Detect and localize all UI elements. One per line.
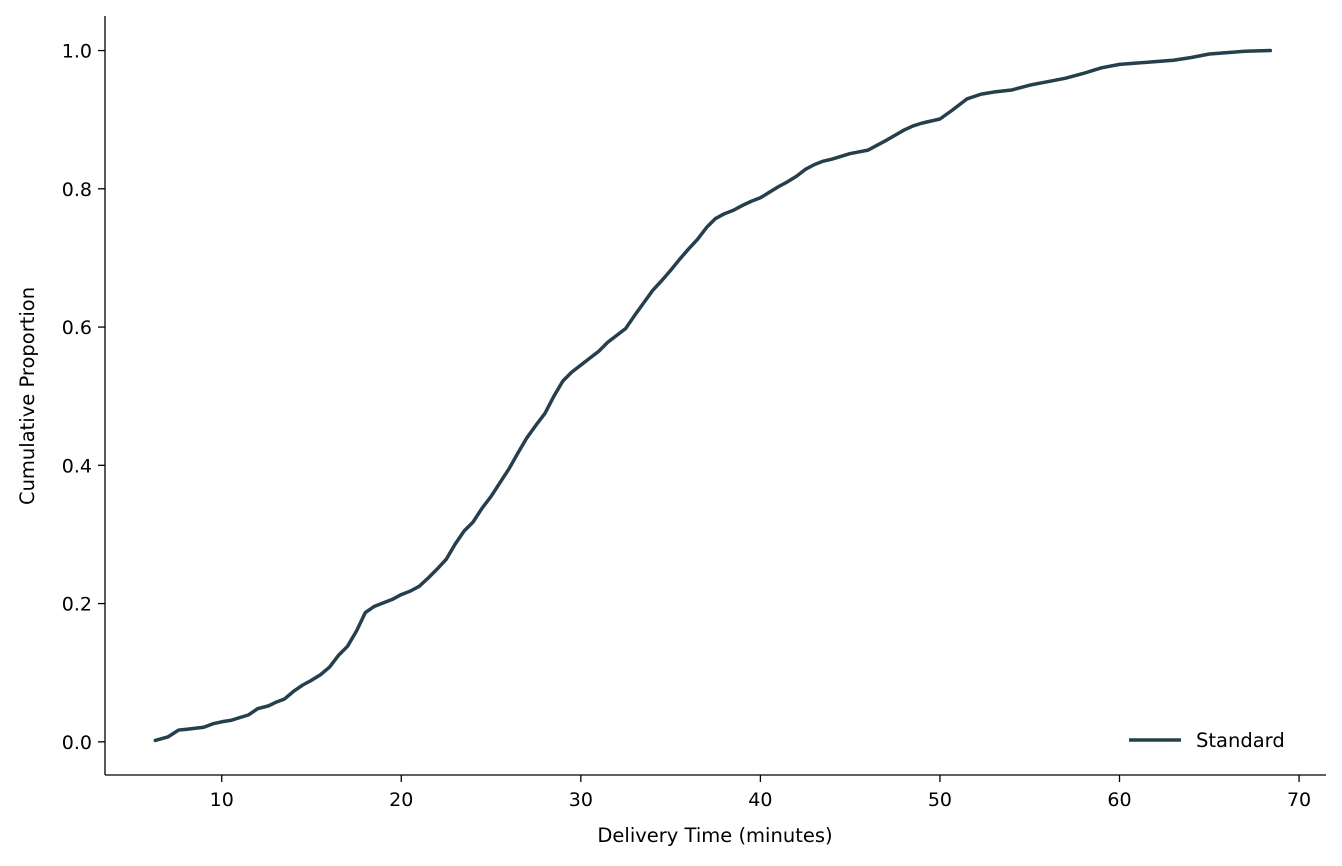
y-tick-label: 0.6	[62, 317, 92, 339]
x-axis-label: Delivery Time (minutes)	[597, 824, 832, 847]
y-tick-label: 0.0	[62, 732, 92, 754]
y-tick-label: 0.2	[62, 594, 92, 616]
y-axis-label: Cumulative Proportion	[16, 287, 39, 505]
legend-label-standard: Standard	[1196, 729, 1285, 752]
series-line-standard	[153, 48, 1273, 743]
x-tick-label: 30	[569, 789, 593, 811]
series-layer	[153, 48, 1273, 743]
x-tick-label: 50	[928, 789, 952, 811]
x-tick-label: 70	[1287, 789, 1311, 811]
y-tick-label: 0.4	[62, 455, 92, 477]
x-tick-label: 20	[389, 789, 413, 811]
x-tick-label: 60	[1107, 789, 1131, 811]
legend: Standard	[1129, 729, 1285, 752]
y-tick-label: 0.8	[62, 179, 92, 201]
x-tick-label: 10	[210, 789, 234, 811]
y-axis-ticks: 0.0 0.2 0.4 0.6 0.8 1.0	[62, 41, 105, 754]
y-tick-label: 1.0	[62, 41, 92, 63]
x-tick-label: 40	[748, 789, 772, 811]
x-axis-ticks: 10 20 30 40 50 60 70	[210, 775, 1311, 811]
